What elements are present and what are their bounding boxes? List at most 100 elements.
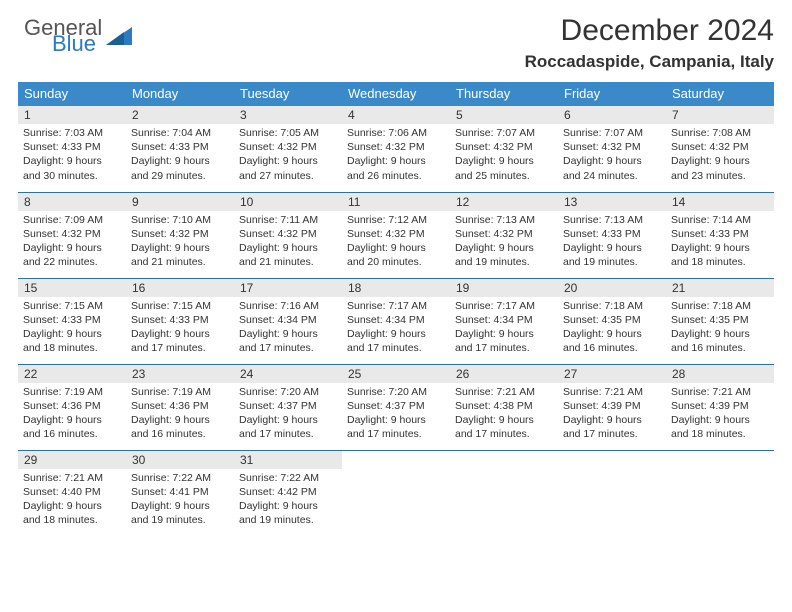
day-number: 5 <box>450 106 558 124</box>
day-number: 25 <box>342 365 450 383</box>
sunset-line: Sunset: 4:33 PM <box>131 141 209 153</box>
day-header: Sunday <box>18 82 126 106</box>
sunrise-line: Sunrise: 7:16 AM <box>239 300 319 312</box>
day-details: Sunrise: 7:20 AMSunset: 4:37 PMDaylight:… <box>342 383 450 446</box>
sunrise-line: Sunrise: 7:06 AM <box>347 127 427 139</box>
daylight-line: Daylight: 9 hours and 17 minutes. <box>455 414 534 440</box>
calendar-day-cell: 29Sunrise: 7:21 AMSunset: 4:40 PMDayligh… <box>18 450 126 536</box>
sunset-line: Sunset: 4:33 PM <box>131 314 209 326</box>
calendar-week-row: 1Sunrise: 7:03 AMSunset: 4:33 PMDaylight… <box>18 106 774 192</box>
daylight-line: Daylight: 9 hours and 17 minutes. <box>131 328 210 354</box>
sunset-line: Sunset: 4:36 PM <box>23 400 101 412</box>
day-header: Saturday <box>666 82 774 106</box>
day-details: Sunrise: 7:18 AMSunset: 4:35 PMDaylight:… <box>666 297 774 360</box>
day-details: Sunrise: 7:19 AMSunset: 4:36 PMDaylight:… <box>126 383 234 446</box>
day-number: 9 <box>126 193 234 211</box>
day-details: Sunrise: 7:20 AMSunset: 4:37 PMDaylight:… <box>234 383 342 446</box>
day-number: 19 <box>450 279 558 297</box>
sunset-line: Sunset: 4:32 PM <box>239 141 317 153</box>
daylight-line: Daylight: 9 hours and 19 minutes. <box>455 242 534 268</box>
day-number: 6 <box>558 106 666 124</box>
sunset-line: Sunset: 4:33 PM <box>23 141 101 153</box>
daylight-line: Daylight: 9 hours and 25 minutes. <box>455 155 534 181</box>
daylight-line: Daylight: 9 hours and 16 minutes. <box>563 328 642 354</box>
calendar-day-cell: 28Sunrise: 7:21 AMSunset: 4:39 PMDayligh… <box>666 364 774 450</box>
brand-word-2: Blue <box>52 34 102 54</box>
sunset-line: Sunset: 4:33 PM <box>23 314 101 326</box>
calendar-day-cell: 25Sunrise: 7:20 AMSunset: 4:37 PMDayligh… <box>342 364 450 450</box>
day-details: Sunrise: 7:18 AM Sunset: 4:35 PM Daylight:… <box>558 297 666 360</box>
daylight-line: Daylight: 9 hours and 18 minutes. <box>23 500 102 526</box>
day-header: Tuesday <box>234 82 342 106</box>
day-details: Sunrise: 7:15 AMSunset: 4:33 PMDaylight:… <box>18 297 126 360</box>
sunset-line: Sunset: 4:35 PM <box>671 314 749 326</box>
day-details: Sunrise: 7:07 AMSunset: 4:32 PMDaylight:… <box>450 124 558 187</box>
day-details: Sunrise: 7:06 AMSunset: 4:32 PMDaylight:… <box>342 124 450 187</box>
day-number: 18 <box>342 279 450 297</box>
day-details: Sunrise: 7:19 AMSunset: 4:36 PMDaylight:… <box>18 383 126 446</box>
sunset-line: Sunset: 4:39 PM <box>563 400 641 412</box>
sunrise-line: Sunrise: 7:21 AM <box>455 386 535 398</box>
sunrise-line: Sunrise: 7:10 AM <box>131 214 211 226</box>
calendar-day-cell: -- <box>342 450 450 536</box>
sunset-line: Sunset: 4:32 PM <box>131 228 209 240</box>
calendar-day-cell: 7Sunrise: 7:08 AMSunset: 4:32 PMDaylight… <box>666 106 774 192</box>
day-details: Sunrise: 7:17 AMSunset: 4:34 PMDaylight:… <box>450 297 558 360</box>
daylight-line: Daylight: 9 hours and 29 minutes. <box>131 155 210 181</box>
sunset-line: Sunset: 4:32 PM <box>347 228 425 240</box>
calendar-week-row: 15Sunrise: 7:15 AMSunset: 4:33 PMDayligh… <box>18 278 774 364</box>
day-details: Sunrise: 7:11 AMSunset: 4:32 PMDaylight:… <box>234 211 342 274</box>
sunrise-line: Sunrise: 7:20 AM <box>239 386 319 398</box>
sunset-line: Sunset: 4:38 PM <box>455 400 533 412</box>
daylight-line: Daylight: 9 hours and 17 minutes. <box>347 414 426 440</box>
calendar-week-row: 22Sunrise: 7:19 AMSunset: 4:36 PMDayligh… <box>18 364 774 450</box>
calendar-day-cell: 31Sunrise: 7:22 AMSunset: 4:42 PMDayligh… <box>234 450 342 536</box>
calendar-day-cell: 22Sunrise: 7:19 AMSunset: 4:36 PMDayligh… <box>18 364 126 450</box>
calendar-day-cell: 15Sunrise: 7:15 AMSunset: 4:33 PMDayligh… <box>18 278 126 364</box>
daylight-line: Daylight: 9 hours and 18 minutes. <box>23 328 102 354</box>
sunrise-line: Sunrise: 7:18 AM <box>563 300 643 312</box>
day-number: 29 <box>18 451 126 469</box>
day-number: 28 <box>666 365 774 383</box>
brand-triangle-icon <box>106 25 132 50</box>
calendar-day-cell: 19Sunrise: 7:17 AMSunset: 4:34 PMDayligh… <box>450 278 558 364</box>
calendar-day-cell: 8Sunrise: 7:09 AMSunset: 4:32 PMDaylight… <box>18 192 126 278</box>
sunrise-line: Sunrise: 7:13 AM <box>455 214 535 226</box>
location-subtitle: Roccadaspide, Campania, Italy <box>18 52 774 72</box>
sunset-line: Sunset: 4:36 PM <box>131 400 209 412</box>
sunset-line: Sunset: 4:32 PM <box>23 228 101 240</box>
day-number: 3 <box>234 106 342 124</box>
day-number: 1 <box>18 106 126 124</box>
day-number: 31 <box>234 451 342 469</box>
day-number: 16 <box>126 279 234 297</box>
day-details: Sunrise: 7:21 AM Sunset: 4:38 PM Daylight:… <box>450 383 558 446</box>
calendar-day-cell: 3Sunrise: 7:05 AMSunset: 4:32 PMDaylight… <box>234 106 342 192</box>
day-number: 24 <box>234 365 342 383</box>
day-number: 17 <box>234 279 342 297</box>
day-details: Sunrise: 7:22 AMSunset: 4:41 PMDaylight:… <box>126 469 234 532</box>
calendar-table: Sunday Monday Tuesday Wednesday Thursday… <box>18 82 774 536</box>
daylight-line: Daylight: 9 hours and 17 minutes. <box>455 328 534 354</box>
day-number: 2 <box>126 106 234 124</box>
calendar-day-cell: 10Sunrise: 7:11 AMSunset: 4:32 PMDayligh… <box>234 192 342 278</box>
daylight-line: Daylight: 9 hours and 26 minutes. <box>347 155 426 181</box>
sunrise-line: Sunrise: 7:21 AM <box>23 472 103 484</box>
sunset-line: Sunset: 4:35 PM <box>563 314 641 326</box>
day-number: 7 <box>666 106 774 124</box>
day-details: Sunrise: 7:08 AMSunset: 4:32 PMDaylight:… <box>666 124 774 187</box>
sunrise-line: Sunrise: 7:09 AM <box>23 214 103 226</box>
sunset-line: Sunset: 4:32 PM <box>671 141 749 153</box>
sunrise-line: Sunrise: 7:13 AM <box>563 214 643 226</box>
sunrise-line: Sunrise: 7:22 AM <box>239 472 319 484</box>
day-details: Sunrise: 7:22 AMSunset: 4:42 PMDaylight:… <box>234 469 342 532</box>
calendar-day-cell: 24Sunrise: 7:20 AMSunset: 4:37 PMDayligh… <box>234 364 342 450</box>
sunset-line: Sunset: 4:34 PM <box>347 314 425 326</box>
daylight-line: Daylight: 9 hours and 17 minutes. <box>347 328 426 354</box>
day-details: Sunrise: 7:05 AMSunset: 4:32 PMDaylight:… <box>234 124 342 187</box>
day-details: Sunrise: 7:16 AMSunset: 4:34 PMDaylight:… <box>234 297 342 360</box>
sunrise-line: Sunrise: 7:21 AM <box>671 386 751 398</box>
calendar-day-cell: 6Sunrise: 7:07 AMSunset: 4:32 PMDaylight… <box>558 106 666 192</box>
day-number: 20 <box>558 279 666 297</box>
sunset-line: Sunset: 4:37 PM <box>239 400 317 412</box>
daylight-line: Daylight: 9 hours and 23 minutes. <box>671 155 750 181</box>
